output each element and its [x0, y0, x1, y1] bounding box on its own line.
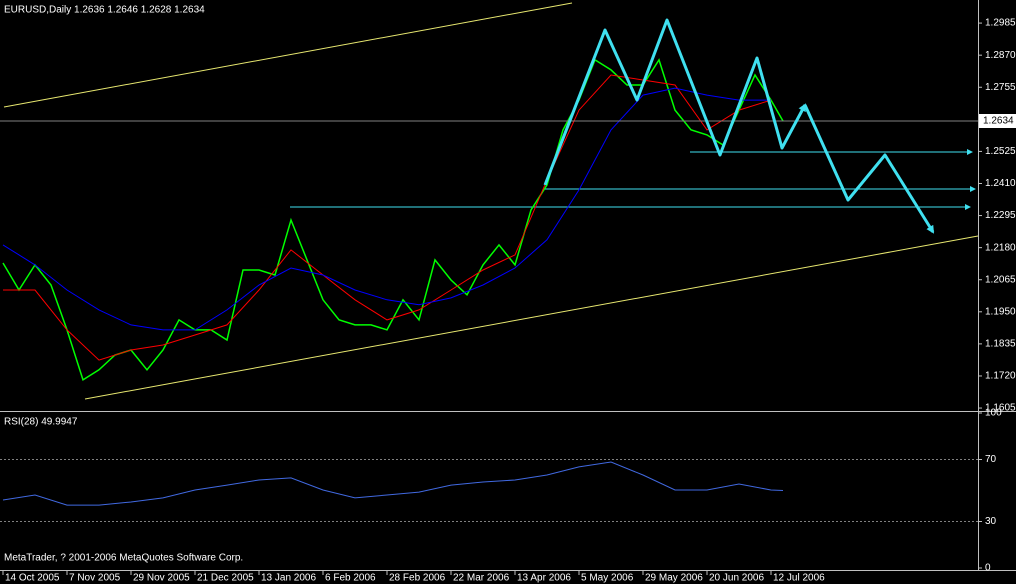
level-lines: [290, 149, 976, 210]
frame: [0, 0, 1016, 571]
last-price-box: [979, 113, 1016, 128]
y-tick-label: 1.2410: [985, 178, 1016, 189]
y-tick-label: 1.2755: [985, 82, 1016, 93]
y-tick-label: 1.1605: [985, 403, 1016, 414]
series-line: [2, 461, 784, 506]
y-tick-label: 1.1720: [985, 371, 1016, 382]
x-tick-label: 20 Jun 2006: [709, 573, 764, 584]
x-tick-label: 12 Jul 2006: [773, 573, 825, 584]
y-tick-label: 1.2870: [985, 50, 1016, 61]
series-layer: [0, 58, 978, 522]
y-tick-label: 100: [985, 408, 1002, 419]
x-tick-label: 22 Mar 2006: [453, 573, 510, 584]
x-tick-label: 5 May 2006: [581, 573, 634, 584]
x-tick-label: 13 Jan 2006: [261, 573, 316, 584]
chart-title: EURUSD,Daily 1.2636 1.2646 1.2628 1.2634: [4, 5, 205, 16]
last-price-label: 1.2634: [983, 116, 1014, 127]
x-tick-label: 21 Dec 2005: [197, 573, 254, 584]
y-tick-label: 1.2180: [985, 242, 1016, 253]
series-line: [2, 87, 771, 331]
x-tick-label: 28 Feb 2006: [389, 573, 446, 584]
x-tick-label: 14 Oct 2005: [5, 573, 60, 584]
x-tick-label: 29 May 2006: [645, 573, 703, 584]
rsi-title: RSI(28) 49.9947: [4, 417, 78, 428]
x-tick-label: 29 Nov 2005: [133, 573, 190, 584]
y-tick-label: 1.1835: [985, 339, 1016, 350]
channel-lower: [84, 235, 979, 400]
y-tick-label: 1.1950: [985, 306, 1016, 317]
x-tick-label: 6 Feb 2006: [325, 573, 376, 584]
series-line: [2, 58, 784, 382]
series-line: [3, 74, 772, 361]
y-tick-label: 30: [985, 516, 997, 527]
x-tick-label: 7 Nov 2005: [69, 573, 121, 584]
y-tick-label: 1.2985: [985, 18, 1016, 29]
y-tick-label: 0: [985, 563, 991, 574]
y-tick-label: 1.2295: [985, 210, 1016, 221]
projection-path: [803, 104, 935, 234]
y-tick-label: 70: [985, 454, 997, 465]
y-tick-label: 1.2065: [985, 274, 1016, 285]
y-tick-label: 1.2525: [985, 146, 1016, 157]
pattern-annotation: [543, 18, 935, 234]
footer: MetaTrader, ? 2001-2006 MetaQuotes Softw…: [4, 553, 243, 564]
pattern-path: [543, 18, 807, 186]
channel-lines: [3, 2, 979, 400]
x-tick-label: 13 Apr 2006: [517, 573, 571, 584]
channel-upper: [3, 2, 573, 108]
